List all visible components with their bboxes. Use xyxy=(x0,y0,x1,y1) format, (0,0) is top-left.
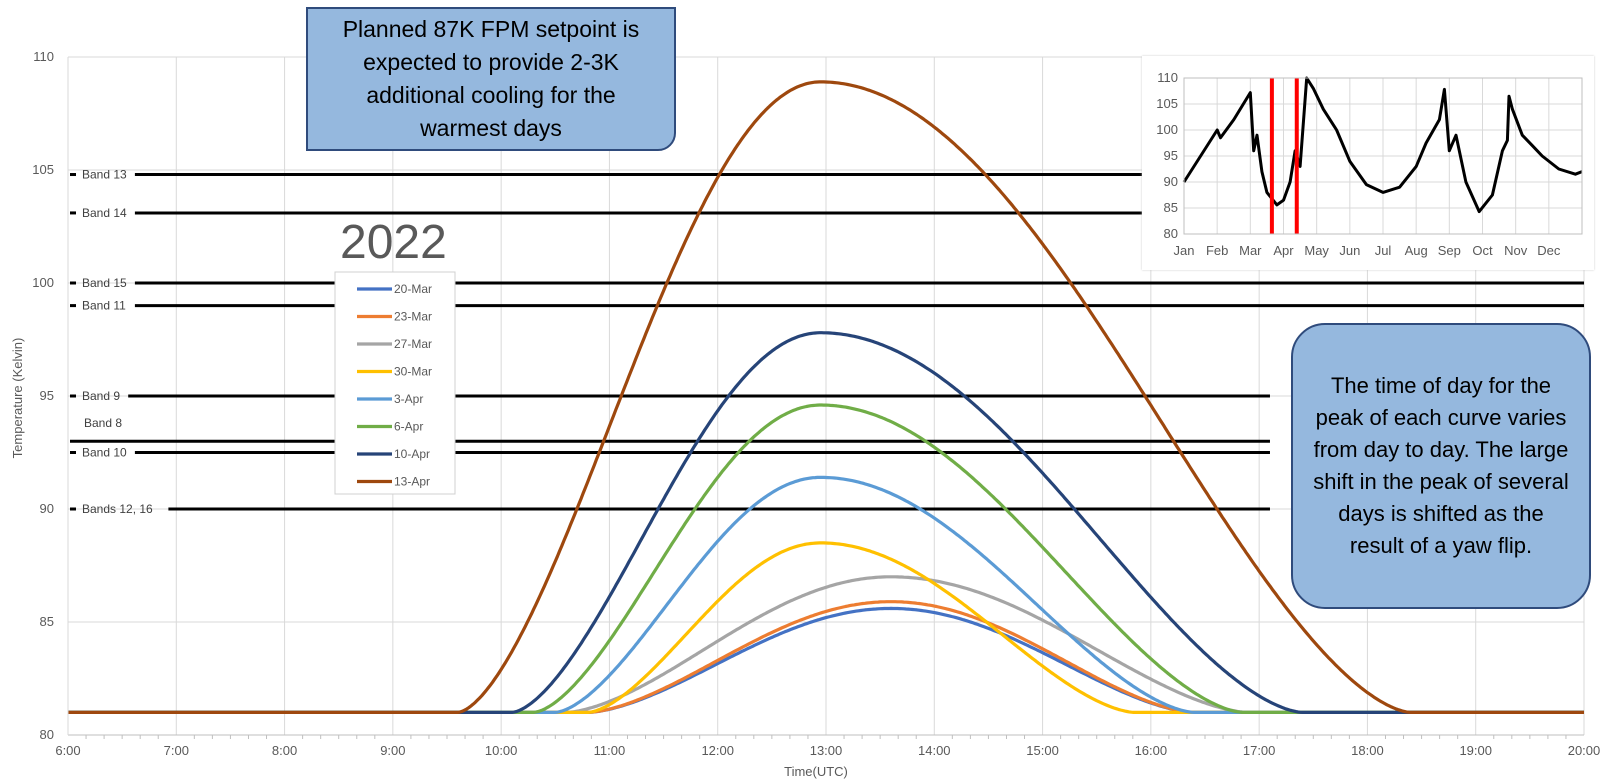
x-tick-label: 14:00 xyxy=(918,743,951,758)
inset-x-tick-label: Mar xyxy=(1239,243,1262,258)
x-tick-label: 17:00 xyxy=(1243,743,1276,758)
x-axis-title: Time(UTC) xyxy=(784,764,848,779)
legend-box xyxy=(334,271,456,495)
x-tick-label: 18:00 xyxy=(1351,743,1384,758)
y-tick-label: 110 xyxy=(33,49,54,64)
band-label: Band 13 xyxy=(82,168,127,182)
band-label: Band 10 xyxy=(82,446,127,460)
inset-x-tick-label: Dec xyxy=(1537,243,1561,258)
inset-x-tick-label: Nov xyxy=(1504,243,1528,258)
x-tick-label: 7:00 xyxy=(164,743,189,758)
legend-label: 23-Mar xyxy=(394,310,432,324)
x-tick-label: 19:00 xyxy=(1459,743,1492,758)
inset-y-tick-label: 110 xyxy=(1157,70,1178,85)
y-tick-label: 105 xyxy=(32,162,54,177)
inset-x-tick-label: Aug xyxy=(1405,243,1428,258)
inset-series-line xyxy=(1182,76,1583,214)
band-label: Band 15 xyxy=(82,276,127,290)
annual-inset-chart: 80 85 90 95 100 105 110 Jan Feb Mar Apr May Jun Jul Au… xyxy=(1142,56,1594,270)
inset-x-tick-label: Sep xyxy=(1438,243,1461,258)
x-tick-label: 9:00 xyxy=(380,743,405,758)
inset-axes: 80 85 90 95 100 105 110 Jan Feb Mar Apr May Jun Jul Au… xyxy=(1156,70,1583,258)
axes: 6:00 7:00 8:00 9:00 10:00 11:00 12:00 13:00 14:0… xyxy=(32,49,1600,758)
inset-x-tick-label: Jan xyxy=(1174,243,1195,258)
x-tick-label: 15:00 xyxy=(1026,743,1059,758)
y-tick-label: 95 xyxy=(40,388,54,403)
inset-series xyxy=(1182,76,1583,234)
legend-label: 6-Apr xyxy=(394,420,423,434)
y-tick-label: 90 xyxy=(40,501,54,516)
inset-y-tick-label: 100 xyxy=(1156,122,1178,137)
legend: 20-Mar 23-Mar 27-Mar 30-Mar 3-Apr 6-Apr 10-Apr… xyxy=(334,271,456,495)
legend-label: 27-Mar xyxy=(394,337,432,351)
x-tick-label: 20:00 xyxy=(1568,743,1601,758)
band-label: Band 14 xyxy=(82,206,127,220)
inset-x-tick-label: Apr xyxy=(1273,243,1294,258)
inset-plot-frame xyxy=(1183,77,1583,235)
legend-label: 10-Apr xyxy=(394,447,430,461)
setpoint-callout-text: Planned 87K FPM setpoint is expected to … xyxy=(342,16,640,141)
band-label: Band 11 xyxy=(82,299,126,313)
yaw-flip-callout: The time of day for the peak of each cur… xyxy=(1291,323,1591,609)
inset-x-tick-label: Jun xyxy=(1339,243,1360,258)
band-label: Bands 12, 16 xyxy=(82,502,153,516)
inset-y-tick-label: 80 xyxy=(1164,226,1178,241)
band-label: Band 9 xyxy=(82,389,120,403)
y-tick-label: 85 xyxy=(40,614,54,629)
inset-y-tick-label: 95 xyxy=(1164,148,1178,163)
inset-y-tick-label: 85 xyxy=(1164,200,1178,215)
legend-label: 20-Mar xyxy=(394,282,432,296)
inset-y-tick-label: 105 xyxy=(1156,96,1178,111)
x-tick-label: 11:00 xyxy=(594,743,626,758)
inset-x-tick-label: Oct xyxy=(1472,243,1493,258)
legend-label: 3-Apr xyxy=(394,392,423,406)
legend-label: 13-Apr xyxy=(394,475,430,489)
band-label: Band 8 xyxy=(84,416,122,430)
series-lines xyxy=(68,80,1584,715)
inset-x-tick-label: Jul xyxy=(1375,243,1392,258)
x-tick-label: 12:00 xyxy=(701,743,734,758)
x-tick-label: 6:00 xyxy=(55,743,80,758)
inset-x-tick-label: Feb xyxy=(1206,243,1228,258)
year-label: 2022 xyxy=(340,216,447,269)
x-tick-label: 10:00 xyxy=(485,743,518,758)
series-line xyxy=(68,80,1584,715)
y-axis-title: Temperature (Kelvin) xyxy=(10,338,25,459)
yaw-flip-callout-text: The time of day for the peak of each cur… xyxy=(1313,373,1569,558)
legend-label: 30-Mar xyxy=(394,365,432,379)
setpoint-callout: Planned 87K FPM setpoint is expected to … xyxy=(306,7,676,151)
x-tick-label: 8:00 xyxy=(272,743,297,758)
y-tick-label: 100 xyxy=(32,275,54,290)
y-tick-label: 80 xyxy=(40,727,54,742)
inset-x-tick-label: May xyxy=(1304,243,1329,258)
x-tick-label: 13:00 xyxy=(810,743,843,758)
inset-y-tick-label: 90 xyxy=(1164,174,1178,189)
x-tick-label: 16:00 xyxy=(1135,743,1168,758)
